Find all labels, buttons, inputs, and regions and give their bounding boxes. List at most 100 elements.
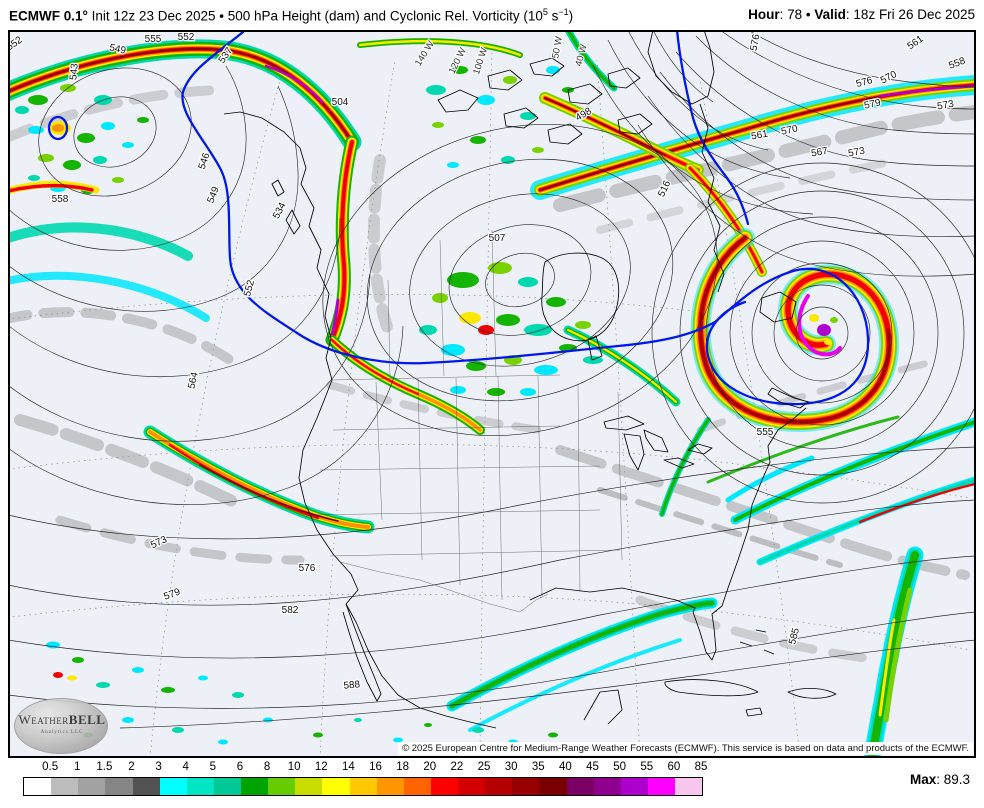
colorbar-tick-label: 1.5	[96, 761, 113, 773]
colorbar-tick-label: 22	[450, 761, 464, 773]
contour-label: 573	[936, 99, 955, 113]
colorbar-segment	[485, 778, 513, 795]
height-contours	[8, 30, 976, 729]
contour-label: 570	[780, 123, 799, 137]
canada-mottling	[419, 262, 603, 396]
colorbar-tick-label: 0.5	[42, 761, 59, 773]
atlantic-vortex	[690, 228, 900, 432]
blue-540-contour	[47, 30, 870, 406]
colorbar-tick-label: 5	[209, 761, 217, 773]
state-borders	[309, 229, 623, 613]
contour-label: 549	[108, 42, 127, 56]
colorbar-segment	[322, 778, 350, 795]
contour-label: 564	[186, 371, 200, 390]
map-frame	[8, 30, 976, 758]
colorbar-tick-label: 3	[155, 761, 162, 773]
map-panel: 552 555 552 549 543 537 504 546 549 558 534 552 564 5…	[8, 30, 976, 758]
atlantic-jet	[530, 75, 976, 200]
colorbar-segment	[458, 778, 486, 795]
colorbar-tick-label: 4	[182, 761, 189, 773]
colorbar-panel: 0.5 1 1.5 2 3 4 5 6 8 10 12 14 16 18 20 22 25 30 35 40 45 50 5…	[0, 758, 984, 808]
northwest-jet	[8, 39, 362, 152]
caribbean-band	[863, 546, 924, 758]
colorbar-segment	[213, 778, 241, 795]
colorbar-segment	[78, 778, 106, 795]
contour-label: 555	[757, 427, 774, 438]
bottom-speckles	[46, 641, 558, 745]
colorbar-segment	[159, 778, 187, 795]
colorbar-tick-label: 30	[504, 761, 518, 773]
colorbar-tick-label: 16	[369, 761, 382, 773]
contour-label: 576	[299, 563, 316, 574]
colorbar-tick-label: 55	[640, 761, 654, 773]
weatherbell-logo-text: WeatherBELL Analytics LLC	[12, 713, 112, 739]
weather-map: 552 555 5525495435375045465495585345525645…	[8, 30, 976, 758]
contour-label: 558	[52, 194, 69, 205]
contour-label: 582	[282, 605, 299, 616]
vorticity-bands	[8, 30, 976, 758]
colorbar-segment	[403, 778, 431, 795]
colorbar-tick-label: 2	[128, 761, 135, 773]
colorbar-segment	[268, 778, 296, 795]
colorbar-tick-label: 50	[613, 761, 627, 773]
colorbar-segment	[105, 778, 133, 795]
contour-label: 573	[847, 146, 866, 160]
gulf-band	[446, 597, 718, 732]
colorbar-tick-label: 60	[667, 761, 681, 773]
colorbar-tick-label: 85	[694, 761, 708, 773]
colorbar-tick-label: 12	[314, 761, 328, 773]
colorbar-tick-label: 8	[263, 761, 271, 773]
contour-label: 561	[750, 129, 769, 143]
valid-time-label: Hour: 78 • Valid: 18z Fri 26 Dec 2025	[748, 7, 975, 22]
colorbar-segment	[675, 778, 703, 795]
contour-label: 543	[68, 63, 80, 81]
colorbar-tick-label: 20	[423, 761, 437, 773]
colorbar-tick-label: 45	[586, 761, 599, 773]
coastlines	[223, 30, 837, 729]
colorbar-tick-label: 14	[342, 761, 355, 773]
map-title: ECMWF 0.1° Init 12z 23 Dec 2025 • 500 hP…	[9, 7, 574, 24]
colorbar-tick-label: 1	[74, 761, 81, 773]
colorbar-segment	[51, 778, 79, 795]
colorbar-segment	[539, 778, 567, 795]
colorbar-ticks: 0.5 1 1.5 2 3 4 5 6 8 10 12 14 16 18 20 22 25 30 35 40 45 50 5…	[23, 761, 707, 775]
contour-label: 576	[749, 33, 763, 52]
contour-label: 555	[145, 34, 162, 45]
header-bar: ECMWF 0.1° Init 12z 23 Dec 2025 • 500 hP…	[0, 0, 984, 30]
arctic-speckles	[426, 66, 574, 168]
colorbar-segments	[23, 777, 703, 796]
copyright-notice: © 2025 European Centre for Medium-Range …	[398, 742, 973, 755]
contour-label: 579	[863, 97, 882, 111]
contour-label: 567	[810, 146, 829, 160]
colorbar-tick-label: 25	[477, 761, 491, 773]
weatherbell-logo-subtitle: Analytics LLC	[40, 730, 84, 735]
contour-label: 588	[343, 679, 361, 691]
colorbar-segment	[376, 778, 404, 795]
max-value-label: Max: 89.3	[909, 772, 970, 787]
graticule-label: 50 W	[550, 36, 565, 60]
contour-label: 504	[332, 97, 349, 108]
colorbar-tick-label: 40	[558, 761, 572, 773]
colorbar-segment	[295, 778, 323, 795]
colorbar-segment	[24, 778, 52, 795]
colorbar-segment	[186, 778, 214, 795]
colorbar-tick-label: 35	[531, 761, 545, 773]
colorbar-segment	[512, 778, 540, 795]
colorbar-segment	[593, 778, 621, 795]
colorbar-segment	[241, 778, 269, 795]
colorbar-tick-label: 10	[287, 761, 301, 773]
weatherbell-globe-icon	[14, 698, 108, 754]
colorbar-segment	[620, 778, 648, 795]
colorbar-segment	[349, 778, 377, 795]
colorbar-tick-label: 6	[236, 761, 244, 773]
contour-label: 552	[178, 32, 195, 43]
colorbar-segment	[647, 778, 675, 795]
colorbar-segment	[430, 778, 458, 795]
pacific-low-speckles	[15, 84, 149, 194]
california-streak	[143, 425, 375, 534]
colorbar-segment	[566, 778, 594, 795]
weatherbell-logo: WeatherBELL Analytics LLC	[12, 696, 112, 754]
contour-label: 507	[489, 233, 506, 244]
colorbar-tick-label: 18	[396, 761, 410, 773]
colorbar-segment	[132, 778, 160, 795]
